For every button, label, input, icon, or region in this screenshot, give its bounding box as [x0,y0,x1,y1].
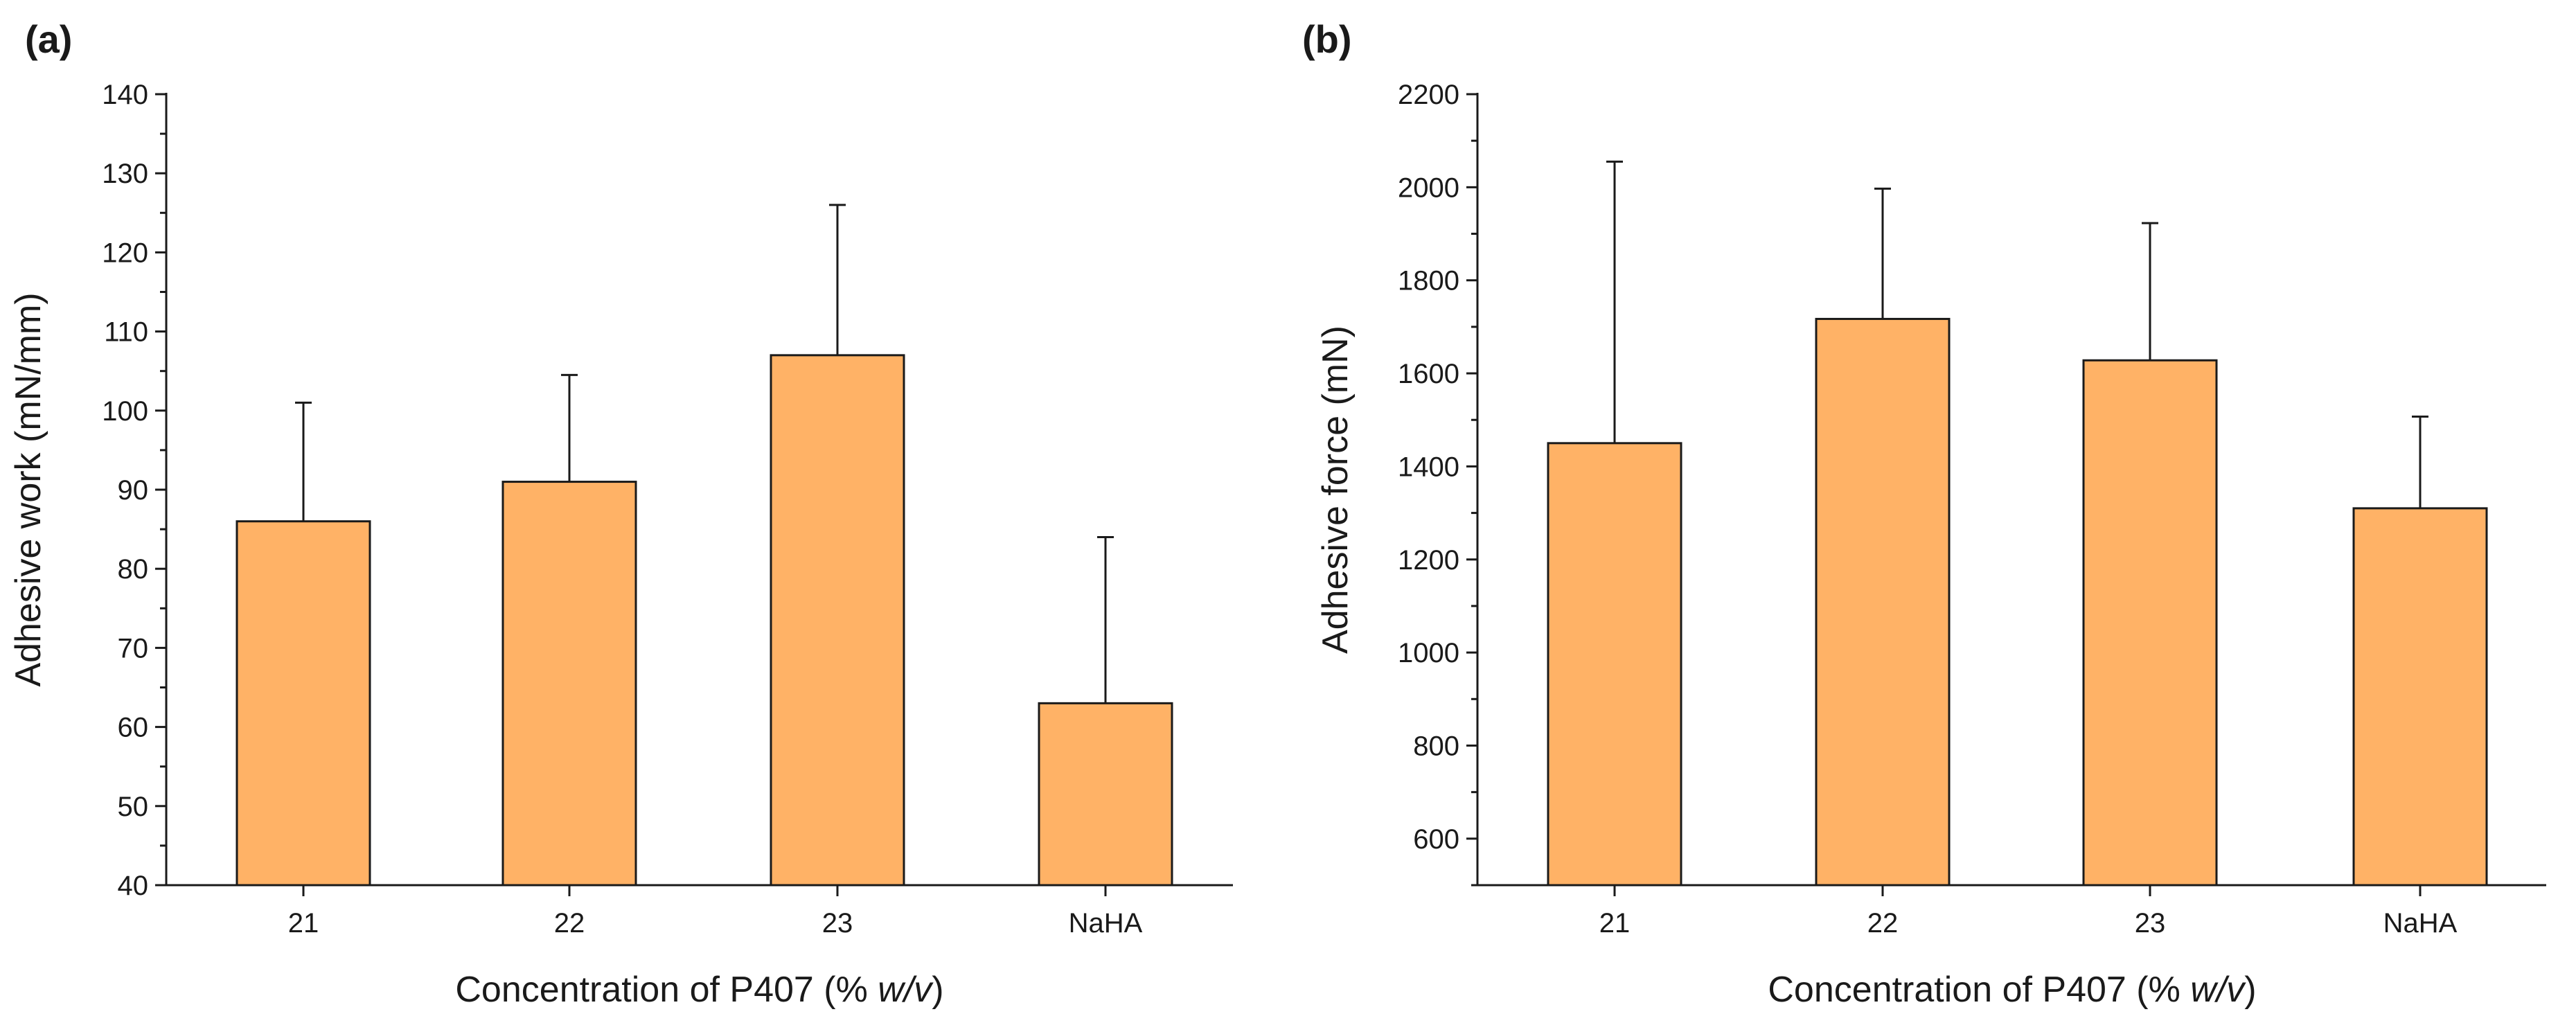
bar [770,354,905,887]
bar [1815,317,1951,887]
y-tick-label: 1600 [1398,359,1459,389]
y-tick-label: 50 [118,792,149,822]
x-tick-label: 21 [1599,908,1631,938]
panel-b: (b) 21 22 23 NaHA 600 800 1000 1200 1400 1600 1800 2… [1302,17,2546,1010]
bar [2082,359,2218,887]
y-tick-label: 2200 [1398,80,1459,110]
y-axis-title: Adhesive force (mN) [1315,326,1356,654]
x-axis-title-part: w/v [878,970,934,1010]
x-tick-label: NaHA [2383,908,2458,938]
y-tick-label: 130 [102,159,148,189]
x-axis-title-part: Concentration of P407 (% [455,970,878,1010]
panel-a: (a) 21 22 23 NaHA 40 50 60 70 80 90 100 110 120 130 140… [8,17,1233,1010]
y-tick-label: 40 [118,871,149,901]
y-tick-label: 90 [118,475,149,506]
y-tick-label: 800 [1413,731,1459,761]
x-tick-label: 22 [1867,908,1899,938]
x-tick-label: 23 [2135,908,2166,938]
y-tick-label: 600 [1413,824,1459,855]
y-tick-label: 70 [118,633,149,664]
x-tick-label: 22 [554,908,585,938]
y-tick-label: 1400 [1398,452,1459,482]
x-tick-label: NaHA [1069,908,1143,938]
x-axis-title-part: ) [932,970,943,1010]
bar [501,481,637,887]
y-tick-label: 140 [102,80,148,110]
bar [1547,442,1682,887]
y-tick-label: 1800 [1398,266,1459,296]
y-tick-label: 1200 [1398,545,1459,576]
panel-label: (a) [25,17,72,61]
bar [236,520,371,887]
x-axis-title-part: w/v [2190,970,2246,1010]
y-tick-label: 1000 [1398,638,1459,668]
x-axis-title-part: ) [2244,970,2256,1010]
x-tick-label: 23 [822,908,853,938]
y-tick-label: 110 [104,317,148,348]
y-tick-label: 60 [118,713,149,743]
y-tick-label: 80 [118,554,149,585]
panel-label: (b) [1302,17,1352,61]
bar [1038,702,1173,887]
x-axis-title-part: Concentration of P407 (% [1768,970,2190,1010]
x-axis-title: Concentration of P407 (% w/v) [1768,970,2256,1010]
y-tick-label: 100 [102,396,148,427]
x-axis-title: Concentration of P407 (% w/v) [455,970,943,1010]
y-axis-title: Adhesive work (mN/mm) [8,292,48,686]
y-tick-label: 120 [102,238,148,268]
bar [2352,507,2488,887]
x-tick-label: 21 [288,908,319,938]
y-tick-label: 2000 [1398,172,1459,203]
